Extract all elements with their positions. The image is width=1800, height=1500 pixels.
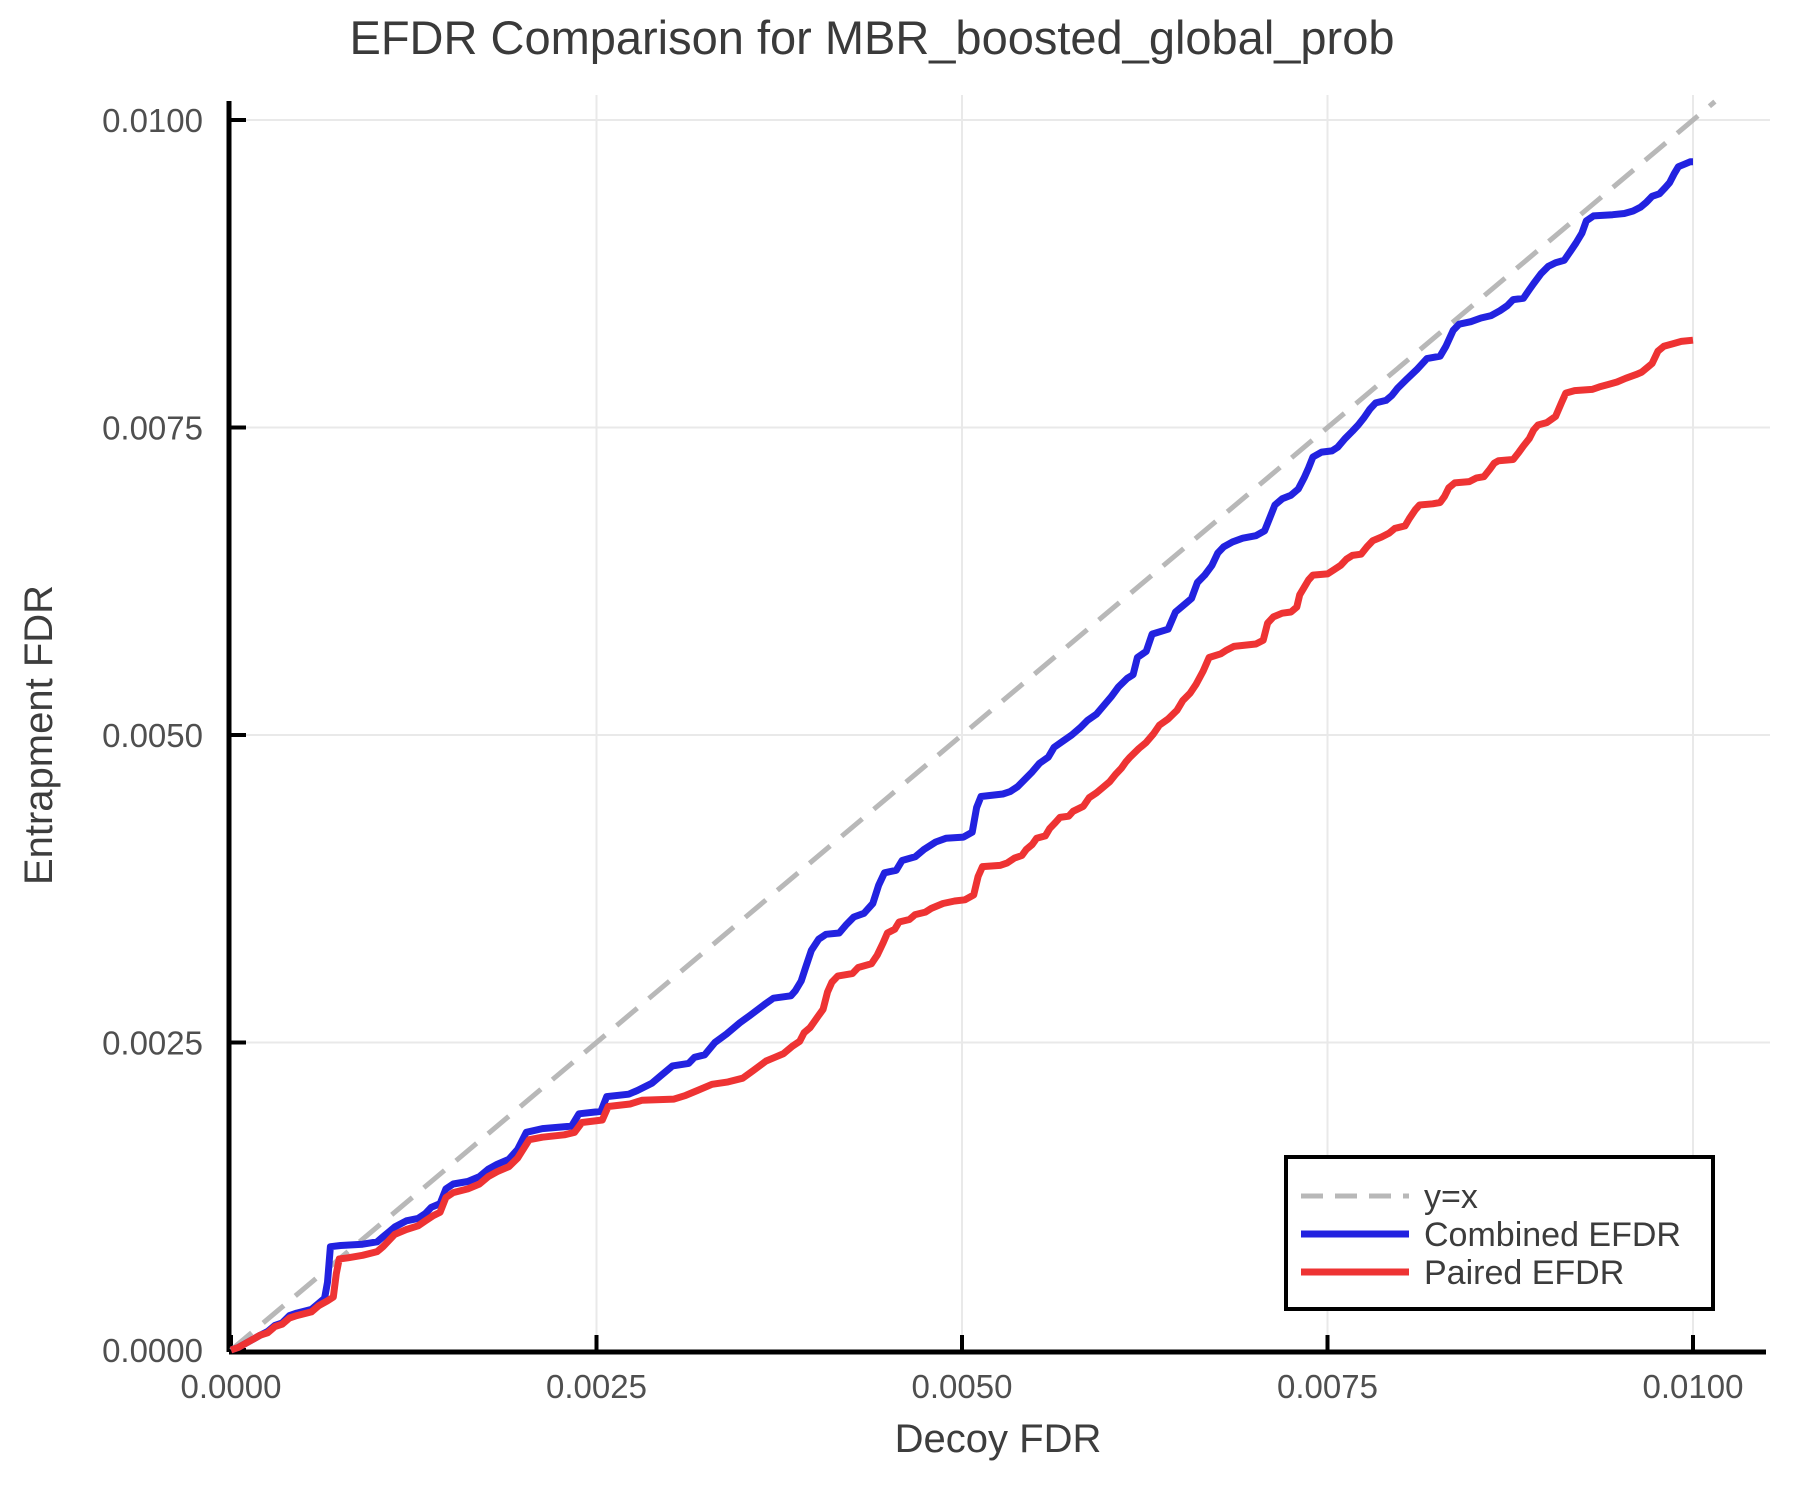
gridlines — [231, 95, 1770, 1350]
series-lines — [229, 99, 1717, 1354]
y-tick-label: 0.0075 — [102, 410, 203, 447]
x-tick-label: 0.0050 — [912, 1368, 1013, 1405]
x-tick-label: 0.0025 — [546, 1368, 647, 1405]
chart-title: EFDR Comparison for MBR_boosted_global_p… — [350, 11, 1395, 64]
y-axis-label: Entrapment FDR — [17, 585, 61, 885]
x-axis-label: Decoy FDR — [895, 1417, 1102, 1461]
y-tick-label: 0.0000 — [102, 1332, 203, 1369]
tick-marks-and-labels: 0.0000 0.0025 0.0050 0.0075 0.0100 0.0000 0.00… — [102, 102, 1743, 1405]
y-tick-label: 0.0100 — [102, 102, 203, 139]
x-tick-label: 0.0000 — [181, 1368, 282, 1405]
legend-entry-label: Paired EFDR — [1424, 1254, 1624, 1292]
series-line-y-x — [229, 99, 1717, 1352]
legend-entry-label: y=x — [1424, 1178, 1478, 1216]
series-line-paired-efdr — [229, 336, 1694, 1354]
legend-entry-label: Combined EFDR — [1424, 1216, 1681, 1254]
x-tick-label: 0.0100 — [1643, 1368, 1744, 1405]
axes — [226, 101, 1766, 1355]
x-tick-label: 0.0075 — [1277, 1368, 1378, 1405]
y-tick-label: 0.0025 — [102, 1025, 203, 1062]
y-tick-label: 0.0050 — [102, 717, 203, 754]
series-line-combined-efdr — [229, 158, 1694, 1354]
